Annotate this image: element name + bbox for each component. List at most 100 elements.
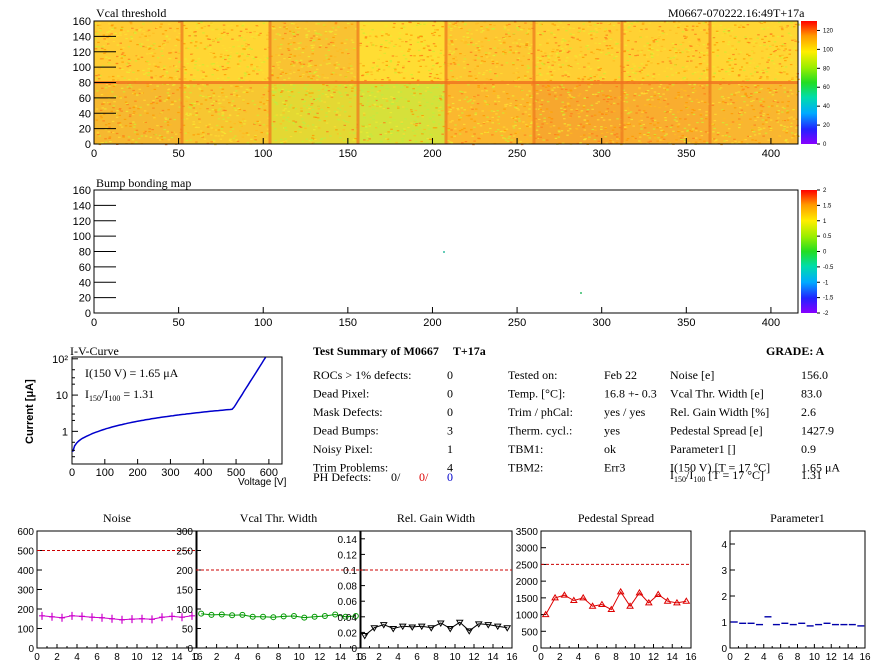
pixel-cell	[560, 84, 563, 86]
pixel-cell	[100, 94, 104, 96]
pixel-cell	[517, 131, 520, 133]
pixel-cell	[735, 121, 739, 123]
pixel-cell	[489, 68, 492, 71]
heatmap2-palette-bar	[801, 190, 817, 313]
pixel-cell	[415, 24, 419, 26]
pixel-cell	[654, 92, 657, 94]
pixel-cell	[396, 64, 399, 66]
pixel-cell	[149, 83, 152, 85]
pixel-cell	[289, 104, 293, 106]
summary-condition-value: yes	[604, 424, 620, 438]
pixel-cell	[235, 52, 239, 54]
data-point	[89, 613, 95, 622]
pixel-cell	[480, 31, 483, 33]
pixel-cell	[145, 72, 148, 74]
pixel-cell	[410, 122, 413, 124]
roc-block	[622, 82, 710, 144]
pixel-cell	[598, 28, 601, 30]
pixel-cell	[497, 129, 500, 131]
pixel-cell	[629, 111, 633, 113]
pixel-cell	[568, 95, 572, 97]
pixel-cell	[680, 88, 683, 90]
pixel-cell	[332, 44, 335, 47]
pixel-cell	[172, 49, 175, 51]
pixel-cell	[161, 75, 165, 77]
pixel-cell	[466, 109, 469, 112]
pixel-cell	[400, 121, 403, 123]
pixel-cell	[457, 109, 460, 111]
pixel-cell	[663, 99, 666, 101]
pixel-cell	[99, 74, 102, 77]
pixel-cell	[331, 27, 335, 29]
pixel-cell	[474, 49, 478, 51]
pixel-cell	[412, 96, 415, 98]
pixel-cell	[404, 58, 408, 60]
pixel-cell	[227, 117, 230, 119]
pixel-cell	[576, 38, 579, 40]
pixel-cell	[465, 115, 468, 117]
pixel-cell	[123, 77, 126, 79]
pixel-cell	[120, 126, 124, 128]
pixel-cell	[361, 75, 364, 77]
pixel-cell	[293, 55, 297, 57]
pixel-cell	[198, 121, 202, 123]
pixel-cell	[560, 48, 564, 50]
pixel-cell	[195, 27, 199, 29]
pixel-cell	[423, 130, 426, 132]
pixel-cell	[211, 104, 214, 106]
pixel-cell	[99, 142, 103, 144]
pixel-cell	[192, 121, 195, 123]
small-chart-x-tick-label: 12	[826, 652, 838, 663]
pixel-cell	[301, 51, 305, 54]
pixel-cell	[254, 122, 257, 124]
pixel-cell	[663, 87, 666, 89]
pixel-cell	[206, 142, 210, 144]
pixel-cell	[278, 34, 282, 36]
pixel-cell	[381, 31, 384, 33]
pixel-cell	[463, 123, 466, 125]
palette-tick-label: 0	[823, 142, 827, 148]
pixel-cell	[526, 124, 530, 126]
pixel-cell	[599, 22, 603, 24]
pixel-cell	[195, 126, 198, 128]
summary-defect-label: Mask Defects:	[313, 405, 383, 419]
pixel-cell	[260, 131, 263, 134]
pixel-cell	[369, 116, 373, 118]
pixel-cell	[744, 78, 748, 80]
pixel-cell	[787, 100, 790, 103]
pixel-cell	[718, 101, 721, 104]
pixel-cell	[459, 76, 462, 78]
small-chart-x-tick-label: 10	[294, 652, 306, 663]
pixel-cell	[361, 104, 364, 107]
pixel-cell	[376, 126, 380, 128]
pixel-cell	[340, 42, 344, 44]
pixel-cell	[178, 78, 181, 80]
pixel-cell	[183, 24, 186, 27]
pixel-cell	[399, 91, 403, 93]
pixel-cell	[289, 53, 292, 55]
pixel-cell	[473, 120, 477, 122]
pixel-cell	[691, 128, 695, 130]
pixel-cell	[679, 79, 683, 81]
pixel-cell	[139, 45, 143, 47]
pixel-cell	[138, 92, 142, 94]
pixel-cell	[557, 130, 561, 132]
pixel-cell	[624, 127, 627, 129]
pixel-cell	[243, 75, 247, 77]
small-chart-x-tick-label: 10	[131, 652, 143, 663]
pixel-cell	[490, 109, 493, 111]
pixel-cell	[237, 45, 240, 47]
pixel-cell	[569, 115, 572, 117]
pixel-cell	[779, 124, 783, 126]
pixel-cell	[403, 128, 406, 130]
pixel-cell	[566, 124, 570, 126]
pixel-cell	[120, 57, 123, 59]
pixel-cell	[593, 80, 597, 82]
small-chart-y-tick-label: 300	[176, 527, 193, 538]
pixel-cell	[122, 91, 126, 93]
pixel-cell	[170, 77, 174, 79]
small-chart-frame	[540, 530, 692, 649]
pixel-cell	[738, 26, 741, 28]
pixel-cell	[225, 50, 228, 52]
pixel-cell	[250, 63, 253, 66]
